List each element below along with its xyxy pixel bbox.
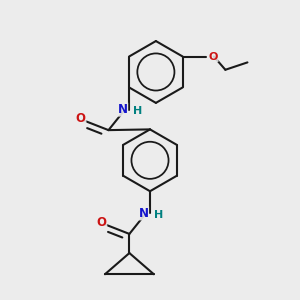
Text: H: H (133, 106, 142, 116)
Text: H: H (154, 210, 163, 220)
Text: N: N (139, 207, 148, 220)
Text: O: O (208, 52, 218, 61)
Text: O: O (97, 216, 107, 229)
Text: N: N (118, 103, 128, 116)
Text: O: O (76, 112, 86, 125)
